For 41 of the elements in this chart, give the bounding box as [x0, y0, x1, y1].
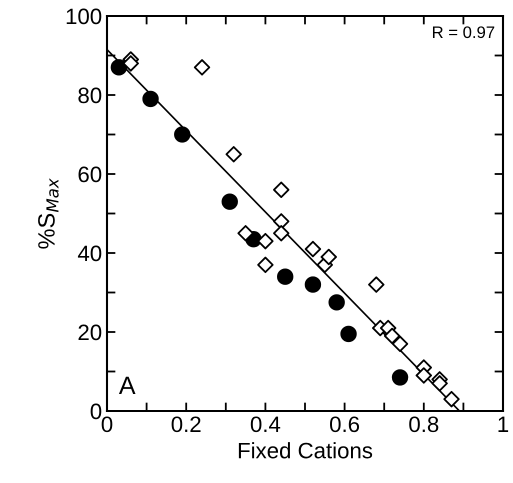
x-tick-label: 1	[498, 416, 508, 432]
point	[368, 276, 384, 293]
annotation: R = 0.97	[432, 26, 494, 38]
point	[257, 232, 274, 250]
x-tick-label: 0.6	[330, 416, 360, 432]
x-axis-title: Fixed Cations	[238, 442, 372, 458]
point	[304, 240, 322, 258]
y-tick-label: 40	[78, 246, 102, 262]
point	[384, 328, 400, 344]
y-tick-label: 80	[78, 88, 102, 104]
point	[122, 55, 139, 72]
point	[142, 90, 159, 108]
x-tick-label: 0.4	[250, 416, 280, 432]
point	[431, 375, 448, 392]
y-tick-label: 100	[66, 8, 102, 24]
x-tick-label: 0	[102, 416, 112, 432]
point	[237, 225, 254, 242]
y-tick-label: 20	[78, 324, 102, 340]
point	[277, 268, 294, 285]
point	[273, 182, 290, 198]
point	[443, 390, 460, 408]
point	[222, 193, 238, 210]
x-tick-label: 0.8	[409, 416, 438, 432]
y-axis-title: %S$_{Max}$	[38, 178, 59, 249]
point	[174, 126, 190, 143]
x-tick-label: 0.2	[172, 416, 201, 432]
point	[328, 294, 345, 311]
point	[416, 367, 432, 384]
point	[340, 326, 357, 342]
point	[226, 146, 242, 162]
annotation: A	[118, 376, 136, 394]
point	[110, 59, 128, 76]
point	[392, 369, 408, 386]
point	[392, 336, 408, 352]
point	[257, 256, 274, 274]
point	[304, 276, 322, 293]
point	[194, 59, 210, 76]
point	[273, 225, 290, 242]
y-tick-label: 0	[90, 404, 102, 420]
y-tick-label: 60	[78, 166, 102, 182]
point	[320, 248, 337, 266]
